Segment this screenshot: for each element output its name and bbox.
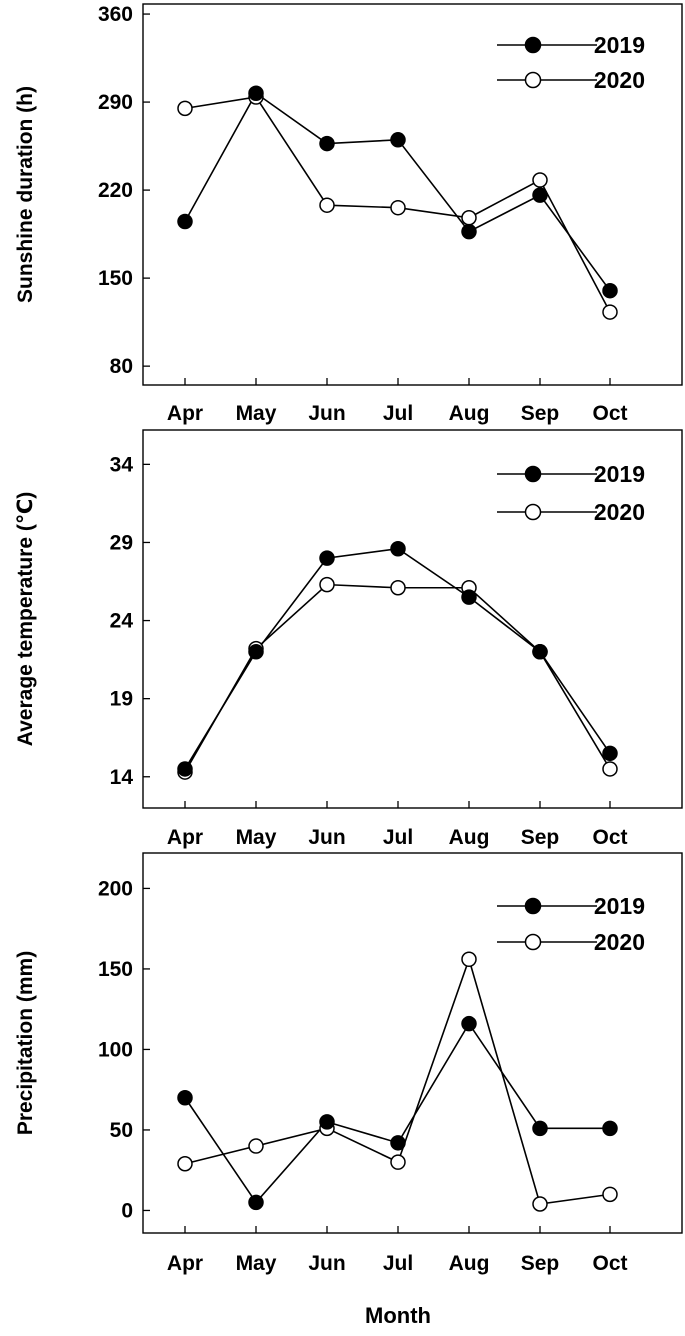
data-point-2019 — [248, 85, 264, 102]
data-point-2020 — [319, 197, 335, 213]
legend-marker-2019 — [524, 897, 542, 915]
legend-label-2019: 2019 — [594, 32, 645, 58]
plot-frame — [142, 429, 683, 809]
legend-label-2019: 2019 — [594, 461, 645, 487]
data-point-2019 — [602, 1120, 618, 1137]
x-tick-label: Apr — [167, 1252, 203, 1275]
x-tick-label: Jun — [308, 402, 345, 425]
data-point-2019 — [532, 644, 548, 660]
x-tick-label: Jul — [383, 402, 413, 425]
data-point-2019 — [461, 223, 477, 240]
data-point-2020 — [461, 210, 477, 226]
y-tick-label: 29 — [110, 531, 133, 554]
x-tick-label: Sep — [521, 402, 560, 425]
legend-marker-2020 — [524, 71, 542, 89]
y-tick-label: 360 — [98, 3, 133, 26]
plot-frame — [142, 3, 683, 386]
data-point-2019 — [390, 132, 406, 148]
x-tick-label: Aug — [449, 402, 490, 425]
data-point-2019 — [532, 187, 548, 203]
data-point-2020 — [602, 304, 618, 320]
y-tick-label: 200 — [98, 877, 133, 900]
y-tick-label: 220 — [98, 179, 133, 202]
data-point-2020 — [602, 1186, 618, 1203]
data-point-2020 — [532, 1196, 548, 1212]
data-point-2019 — [177, 1089, 193, 1106]
x-tick-label: Jun — [308, 1252, 345, 1275]
data-point-2019 — [319, 550, 335, 566]
y-tick-label: 150 — [98, 958, 133, 981]
data-point-2019 — [390, 540, 406, 557]
series-line-2020 — [184, 583, 611, 773]
y-tick-label: 100 — [98, 1038, 133, 1061]
data-point-2019 — [248, 644, 264, 660]
data-point-2019 — [177, 761, 193, 777]
y-tick-label: 150 — [98, 267, 133, 290]
legend-label-2020: 2020 — [594, 67, 645, 93]
x-tick-label: Jul — [383, 1252, 413, 1275]
data-point-2019 — [319, 135, 335, 152]
sunshine-duration-panel: 80 150 220 290 360 Apr May Jun Jul Aug Sep Oct Sunsh… — [14, 3, 683, 425]
data-point-2020 — [390, 1154, 406, 1170]
x-tick-label: May — [236, 826, 277, 849]
y-tick-label: 0 — [121, 1199, 133, 1222]
x-tick-label: Sep — [521, 1252, 560, 1275]
data-point-2019 — [248, 1194, 264, 1211]
y-tick-label: 34 — [110, 453, 134, 476]
data-point-2019 — [390, 1135, 406, 1151]
y-tick-label: 14 — [110, 766, 134, 789]
data-point-2020 — [602, 761, 618, 777]
data-point-2019 — [177, 213, 193, 230]
x-tick-label: Jun — [308, 826, 345, 849]
y-tick-label: 24 — [110, 610, 134, 633]
data-point-2020 — [532, 172, 548, 188]
series-line-2019 — [184, 1022, 610, 1204]
data-point-2020 — [319, 576, 335, 593]
plot-frame — [142, 852, 683, 1234]
x-axis-label: Month — [365, 1303, 431, 1328]
y-tick-label: 80 — [110, 355, 133, 378]
x-tick-label: May — [236, 1252, 277, 1275]
average-temperature-panel: 14 19 24 29 34 Apr May Jun Jul Aug Sep Oct Average t… — [14, 429, 683, 849]
legend-marker-2020 — [524, 503, 542, 521]
data-point-2019 — [319, 1114, 335, 1130]
legend-label-2020: 2020 — [594, 929, 645, 955]
data-point-2019 — [532, 1120, 548, 1137]
y-tick-label: 290 — [98, 91, 133, 114]
x-tick-label: Apr — [167, 402, 203, 425]
legend-label-2020: 2020 — [594, 499, 645, 525]
data-point-2020 — [177, 1156, 193, 1172]
x-tick-label: Jul — [383, 826, 413, 849]
data-point-2019 — [461, 589, 477, 605]
data-point-2019 — [602, 282, 618, 299]
legend-marker-2019 — [524, 36, 542, 54]
x-tick-label: Oct — [592, 826, 627, 849]
y-tick-label: 50 — [110, 1119, 133, 1142]
legend-marker-2019 — [524, 465, 542, 483]
y-axis-label: Precipitation (mm) — [14, 951, 37, 1135]
x-tick-label: Aug — [449, 826, 490, 849]
x-tick-label: Oct — [592, 402, 627, 425]
x-tick-label: Apr — [167, 826, 203, 849]
legend-label-2019: 2019 — [594, 893, 645, 919]
x-tick-label: Aug — [449, 1252, 490, 1275]
data-point-2019 — [461, 1015, 477, 1032]
x-tick-label: Oct — [592, 1252, 627, 1275]
data-point-2019 — [602, 745, 618, 762]
data-point-2020 — [248, 1138, 264, 1154]
x-tick-label: Sep — [521, 826, 560, 849]
data-point-2020 — [461, 951, 477, 968]
data-point-2020 — [177, 100, 193, 117]
y-tick-label: 19 — [110, 688, 133, 711]
precipitation-panel: 0 50 100 150 200 Apr May Jun Jul Aug Sep Oct Precipi… — [14, 852, 683, 1275]
data-point-2020 — [390, 580, 406, 596]
y-axis-label: Sunshine duration (h) — [14, 86, 37, 303]
y-axis-label: Average temperature (℃) — [14, 492, 37, 747]
legend-marker-2020 — [524, 933, 542, 951]
data-point-2020 — [390, 199, 406, 216]
x-tick-label: May — [236, 402, 277, 425]
